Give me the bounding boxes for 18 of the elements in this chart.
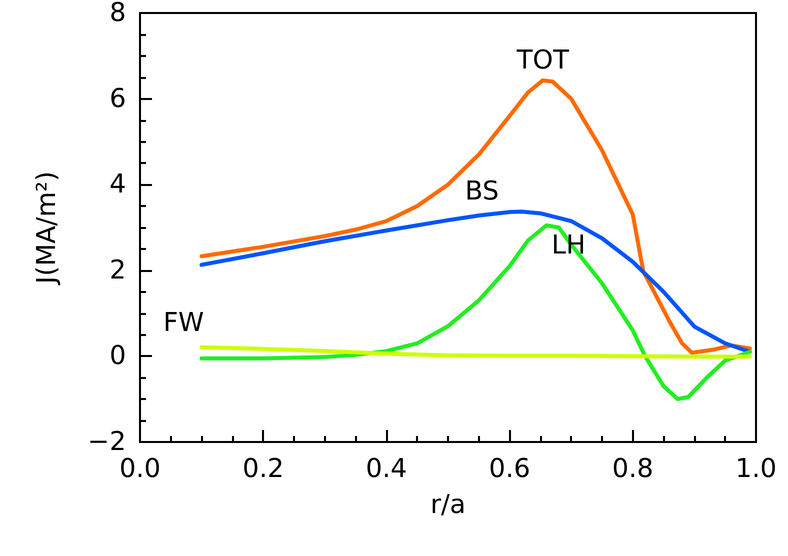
x-tick-label: 0.8 (612, 454, 654, 484)
y-tick-label: −2 (88, 427, 126, 457)
y-tick-label: 2 (109, 255, 126, 286)
series-label: TOT (516, 45, 570, 76)
y-axis-title: J(MA/m²) (32, 171, 62, 286)
x-axis-title: r/a (430, 490, 466, 520)
y-tick-label: 0 (109, 341, 126, 372)
x-tick-label: 1.0 (735, 454, 777, 484)
x-tick-label: 0.2 (242, 454, 284, 484)
y-tick-label: 6 (109, 84, 126, 114)
y-tick-label: 8 (109, 0, 126, 28)
series-label: BS (464, 176, 499, 207)
series-label: FW (163, 308, 204, 338)
x-tick-label: 0.0 (119, 454, 161, 484)
x-tick-label: 0.6 (488, 454, 530, 484)
x-tick-label: 0.4 (366, 454, 408, 484)
y-tick-label: 4 (109, 170, 126, 200)
line-series (200, 345, 752, 359)
